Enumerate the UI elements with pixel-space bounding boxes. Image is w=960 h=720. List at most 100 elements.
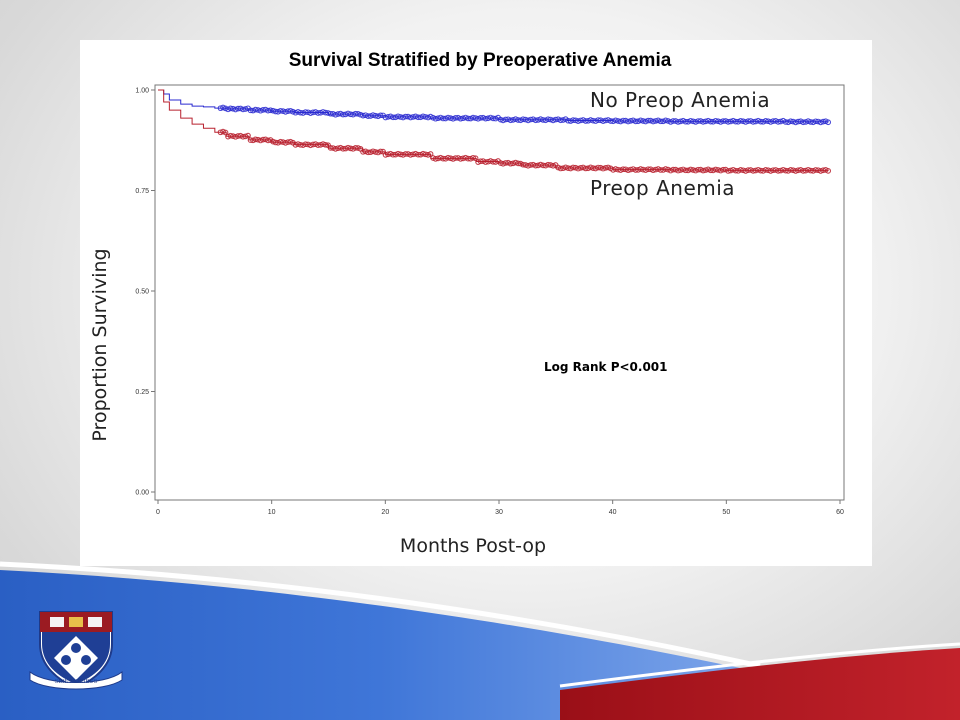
censor-mark	[725, 168, 732, 174]
censor-mark	[340, 145, 346, 152]
censor-mark	[582, 118, 589, 124]
censor-mark	[365, 113, 371, 119]
censor-mark	[767, 168, 774, 174]
censor-mark	[445, 154, 451, 161]
censor-mark	[390, 114, 396, 121]
series-layer	[158, 89, 832, 174]
censor-mark	[277, 107, 284, 114]
censor-mark	[415, 151, 421, 158]
censor-mark	[227, 132, 234, 139]
chart-panel: Survival Stratified by Preoperative Anem…	[80, 40, 872, 566]
footer-red-swoosh	[560, 648, 960, 720]
censor-mark	[222, 129, 229, 136]
censor-mark	[705, 166, 711, 173]
survival-chart: Survival Stratified by Preoperative Anem…	[89, 50, 845, 557]
censor-mark	[742, 119, 749, 125]
censor-mark	[737, 167, 744, 173]
censor-mark	[625, 118, 631, 125]
censor-mark	[557, 165, 564, 172]
y-tick-label: 0.50	[135, 289, 149, 296]
censor-mark	[257, 107, 264, 114]
censor-mark	[277, 138, 284, 145]
censor-mark	[315, 142, 321, 148]
censor-mark	[712, 117, 719, 124]
x-axis-title: Months Post-op	[400, 535, 546, 557]
censor-mark	[755, 166, 762, 173]
censor-mark	[450, 115, 456, 122]
censor-mark	[252, 106, 259, 113]
censor-mark	[462, 114, 469, 121]
censor-mark	[220, 104, 226, 111]
censor-mark	[302, 109, 309, 115]
censor-mark	[717, 119, 724, 125]
censor-mark	[512, 159, 519, 166]
censor-mark	[742, 168, 749, 174]
censor-mark	[420, 113, 426, 120]
censor-mark	[817, 119, 824, 126]
censor-mark	[570, 117, 576, 123]
x-tick-label: 60	[836, 509, 844, 516]
x-tick-label: 30	[495, 509, 503, 516]
x-tick-label: 40	[609, 509, 617, 516]
censor-mark	[750, 119, 757, 125]
censor-mark	[265, 137, 271, 144]
censor-mark	[637, 117, 644, 124]
chart-title: Survival Stratified by Preoperative Anem…	[289, 50, 672, 71]
footer-red-white-edge	[559, 642, 960, 688]
censor-mark	[775, 119, 782, 125]
censor-mark	[755, 117, 762, 124]
censor-mark	[242, 106, 249, 112]
censor-mark	[800, 168, 807, 174]
censor-mark	[550, 117, 556, 124]
y-tick-label: 0.00	[135, 490, 149, 497]
censor-mark	[667, 119, 674, 125]
censor-mark	[450, 156, 456, 162]
censor-mark	[612, 166, 619, 172]
censor-mark	[327, 144, 334, 151]
censor-mark	[432, 115, 439, 122]
censor-mark	[402, 113, 409, 120]
censor-mark	[242, 133, 249, 140]
censor-mark	[457, 156, 464, 162]
series-label-preop-anemia: Preop Anemia	[590, 176, 735, 200]
censor-mark	[812, 118, 819, 125]
censor-mark	[390, 151, 396, 158]
censor-mark	[315, 110, 321, 116]
censor-mark	[805, 166, 812, 173]
plot-frame	[154, 84, 845, 501]
censor-mark	[500, 117, 506, 124]
censor-mark	[805, 118, 812, 125]
censor-mark	[412, 150, 419, 157]
censor-mark	[282, 109, 289, 115]
censor-mark	[457, 115, 464, 122]
censor-mark	[432, 156, 439, 162]
censor-mark	[355, 145, 361, 151]
y-tick-label: 0.75	[135, 188, 149, 195]
censor-mark	[655, 166, 661, 172]
censor-mark	[320, 109, 326, 115]
censor-mark	[470, 114, 476, 121]
censor-mark	[537, 161, 544, 168]
censor-mark	[595, 117, 601, 123]
censor-mark	[482, 159, 489, 165]
censor-mark	[520, 161, 526, 168]
censor-mark	[520, 116, 526, 123]
censor-mark	[332, 111, 339, 118]
censor-mark	[670, 118, 676, 124]
x-axis: 0 10 20 30 40 50 60	[156, 500, 844, 516]
censor-mark	[257, 137, 264, 144]
censor-mark	[512, 116, 519, 122]
censor-mark	[645, 117, 651, 124]
censor-mark	[670, 166, 676, 173]
censor-mark	[762, 117, 769, 124]
censor-mark	[340, 111, 346, 118]
censor-mark	[792, 168, 799, 174]
censor-mark	[687, 166, 694, 173]
censor-mark	[377, 112, 384, 119]
censor-mark	[220, 128, 226, 135]
censor-mark	[692, 119, 699, 125]
censor-mark	[270, 107, 276, 114]
censor-mark	[632, 167, 639, 173]
censor-mark	[582, 165, 589, 172]
censor-mark	[570, 164, 576, 171]
